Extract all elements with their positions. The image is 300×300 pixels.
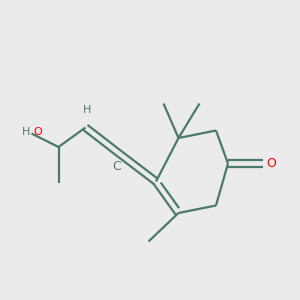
- Text: C: C: [112, 160, 122, 172]
- Text: O: O: [266, 157, 276, 170]
- Text: H: H: [83, 105, 91, 115]
- Text: H: H: [22, 127, 30, 137]
- Text: O: O: [33, 127, 42, 137]
